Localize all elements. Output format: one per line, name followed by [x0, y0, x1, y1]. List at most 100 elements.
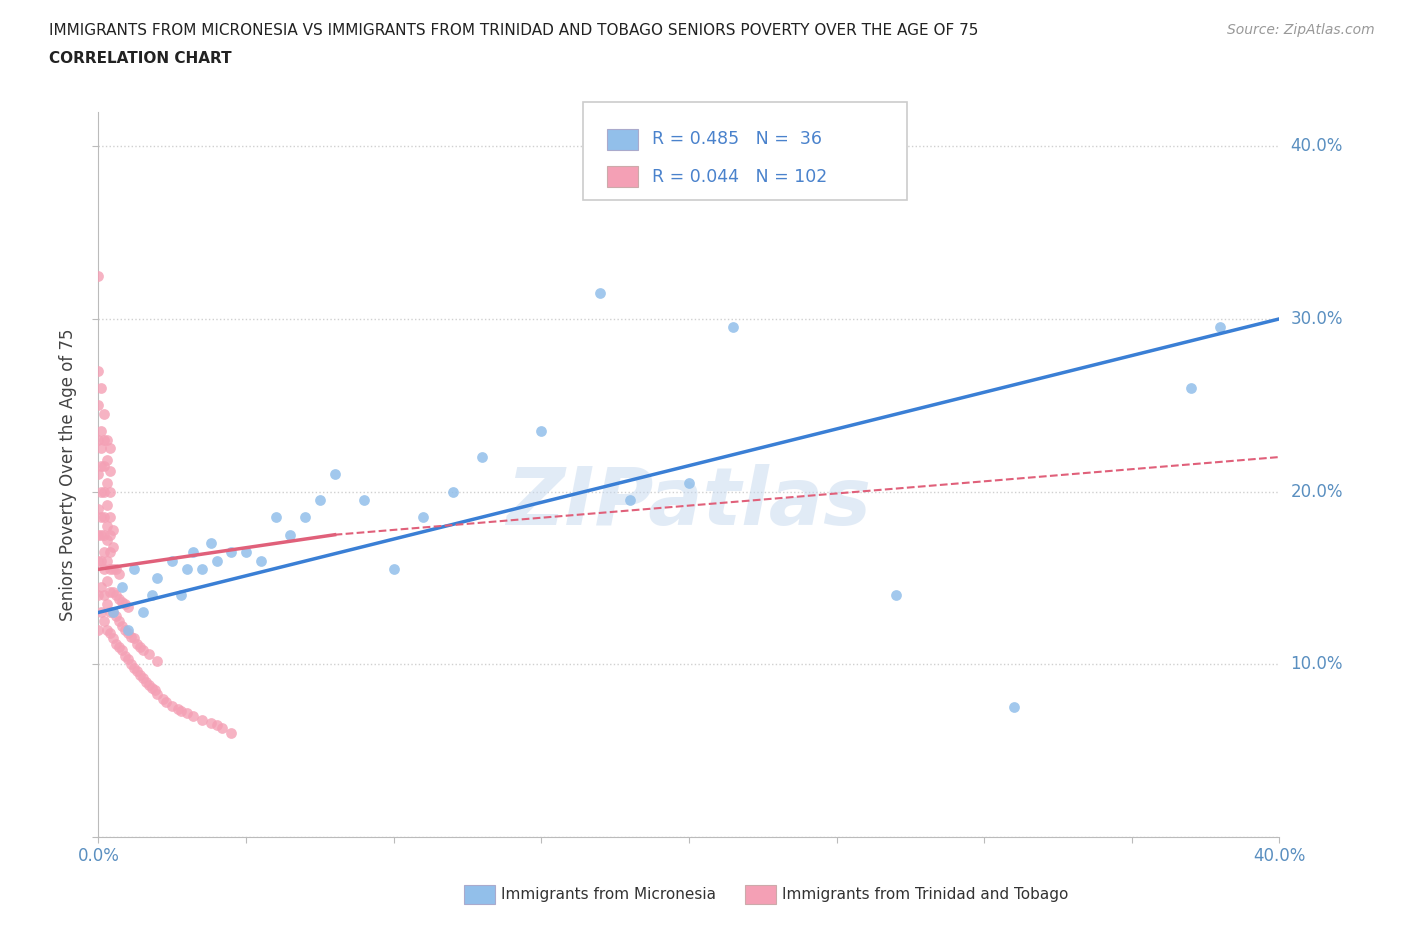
Point — [103, 605, 125, 620]
Point — [96, 553, 118, 568]
Point — [138, 678, 160, 693]
Point — [108, 591, 131, 606]
Point — [181, 545, 204, 560]
Point — [294, 510, 316, 525]
Point — [181, 709, 204, 724]
Point — [96, 533, 118, 548]
Point — [152, 691, 174, 706]
Point — [90, 605, 112, 620]
Point — [90, 380, 112, 395]
Point — [132, 605, 155, 620]
Point — [200, 536, 222, 551]
Point — [108, 640, 131, 655]
Point — [93, 527, 115, 542]
Point — [90, 527, 112, 542]
Text: 20.0%: 20.0% — [1291, 483, 1343, 500]
Point — [146, 654, 169, 669]
Point — [105, 562, 128, 577]
Point — [146, 686, 169, 701]
Point — [235, 545, 257, 560]
Point — [87, 467, 110, 482]
Point — [111, 643, 134, 658]
Point — [211, 721, 233, 736]
Point — [125, 636, 148, 651]
Text: R = 0.044   N = 102: R = 0.044 N = 102 — [652, 167, 828, 186]
Point — [96, 432, 118, 447]
Point — [93, 458, 115, 473]
Point — [96, 498, 118, 512]
Point — [98, 510, 121, 525]
Point — [353, 493, 375, 508]
Point — [93, 545, 115, 560]
Point — [117, 622, 139, 637]
Point — [250, 553, 273, 568]
Text: IMMIGRANTS FROM MICRONESIA VS IMMIGRANTS FROM TRINIDAD AND TOBAGO SENIORS POVERT: IMMIGRANTS FROM MICRONESIA VS IMMIGRANTS… — [49, 23, 979, 38]
Point — [96, 475, 118, 490]
Point — [132, 671, 155, 685]
Point — [87, 501, 110, 516]
Point — [120, 657, 142, 671]
Point — [105, 608, 128, 623]
Point — [141, 588, 163, 603]
Point — [117, 600, 139, 615]
Point — [108, 567, 131, 582]
Point — [117, 626, 139, 641]
Point — [176, 562, 198, 577]
Point — [135, 674, 157, 689]
Point — [117, 652, 139, 667]
Point — [87, 622, 110, 637]
Point — [103, 584, 125, 599]
Point — [93, 614, 115, 629]
Point — [723, 320, 745, 335]
Point — [221, 726, 243, 741]
Point — [93, 510, 115, 525]
Point — [122, 562, 145, 577]
Point — [441, 485, 464, 499]
Text: 10.0%: 10.0% — [1291, 656, 1343, 673]
Point — [103, 631, 125, 645]
Point — [205, 717, 228, 732]
Point — [90, 458, 112, 473]
Point — [96, 574, 118, 589]
Point — [93, 432, 115, 447]
Point — [114, 648, 136, 663]
Point — [323, 467, 346, 482]
Point — [105, 588, 128, 603]
Point — [98, 485, 121, 499]
Point — [87, 268, 110, 283]
Point — [530, 424, 553, 439]
Text: Immigrants from Micronesia: Immigrants from Micronesia — [501, 887, 716, 902]
Point — [98, 626, 121, 641]
Point — [90, 510, 112, 525]
Point — [87, 432, 110, 447]
Point — [884, 588, 907, 603]
Point — [96, 596, 118, 611]
Point — [103, 539, 125, 554]
Point — [264, 510, 287, 525]
Point — [1180, 380, 1202, 395]
Point — [412, 510, 434, 525]
Point — [111, 618, 134, 633]
Point — [111, 594, 134, 609]
Point — [191, 712, 214, 727]
Point — [309, 493, 332, 508]
Point — [90, 485, 112, 499]
Point — [122, 660, 145, 675]
Point — [90, 553, 112, 568]
Point — [111, 579, 134, 594]
Point — [114, 596, 136, 611]
Text: ZIPatlas: ZIPatlas — [506, 464, 872, 542]
Point — [138, 646, 160, 661]
Point — [105, 636, 128, 651]
Y-axis label: Seniors Poverty Over the Age of 75: Seniors Poverty Over the Age of 75 — [59, 328, 77, 620]
Point — [98, 584, 121, 599]
Point — [125, 664, 148, 679]
Point — [176, 705, 198, 720]
Text: Source: ZipAtlas.com: Source: ZipAtlas.com — [1227, 23, 1375, 37]
Point — [96, 453, 118, 468]
Point — [122, 631, 145, 645]
Point — [98, 441, 121, 456]
Point — [90, 579, 112, 594]
Point — [87, 398, 110, 413]
Point — [170, 703, 193, 718]
